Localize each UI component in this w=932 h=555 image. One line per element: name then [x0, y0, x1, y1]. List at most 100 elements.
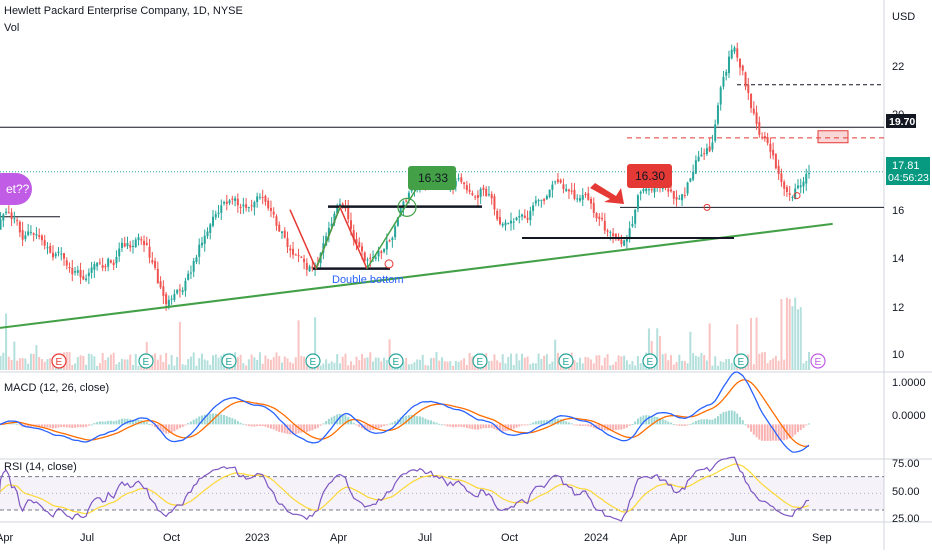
macd-histogram-bar: [98, 421, 101, 425]
volume-bar: [178, 322, 181, 370]
macd-histogram-bar: [361, 424, 364, 429]
candle-body: [554, 181, 557, 183]
candle-body: [733, 47, 736, 52]
candle-body: [670, 189, 673, 192]
volume-bar: [647, 328, 650, 370]
candle-body: [399, 207, 402, 216]
macd-histogram-bar: [247, 424, 250, 426]
volume-bar: [104, 360, 107, 370]
volume-bar: [498, 362, 501, 370]
macd-histogram-bar: [507, 424, 510, 431]
volume-label[interactable]: Vol: [4, 22, 20, 34]
time-axis[interactable]: Apr Jul Oct 2023 Apr Jul Oct 2024 Apr Ju…: [0, 532, 832, 544]
volume-bar: [639, 363, 642, 370]
earnings-marker-label: E: [647, 357, 654, 368]
candle-body: [526, 217, 529, 220]
currency-label[interactable]: USD: [892, 11, 915, 23]
candle-body: [206, 231, 209, 237]
volume-bar: [195, 365, 198, 370]
candle-body: [407, 192, 410, 200]
volume-bar: [681, 360, 684, 370]
macd-histogram-bar: [134, 419, 137, 425]
macd-histogram-bar: [443, 424, 446, 426]
macd-histogram-bar: [601, 424, 604, 430]
volume-bar: [176, 356, 179, 370]
candle-body: [805, 173, 808, 184]
candle-body: [725, 71, 728, 76]
candle-body: [129, 244, 132, 248]
rsi-title[interactable]: RSI (14, close): [4, 461, 77, 473]
macd-histogram-bar: [374, 424, 377, 430]
volume-bar: [664, 353, 667, 370]
volume-bar: [661, 354, 664, 370]
candle-body: [512, 221, 515, 223]
volume-bar: [675, 362, 678, 370]
candle-body: [465, 185, 468, 191]
candle-body: [333, 213, 336, 224]
macd-histogram-bar: [68, 424, 71, 428]
macd-histogram-bar: [253, 424, 256, 427]
macd-histogram-bar: [460, 424, 463, 427]
candle-body: [515, 217, 518, 221]
volume-bar: [454, 360, 457, 370]
annotation-red-label[interactable]: 16.30: [627, 164, 672, 188]
macd-histogram-bar: [327, 418, 330, 425]
volume-bar: [521, 353, 524, 370]
volume-bar: [529, 364, 532, 370]
macd-title[interactable]: MACD (12, 26, close): [4, 382, 109, 394]
candle-body: [510, 220, 513, 224]
volume-bar: [705, 360, 708, 370]
macd-histogram-bar: [452, 424, 455, 428]
macd-histogram-bar: [783, 424, 786, 441]
volume-bar: [165, 353, 168, 370]
volume-bar: [372, 361, 375, 370]
volume-bar: [278, 356, 281, 370]
volume-bar: [537, 353, 540, 370]
candle-body: [300, 256, 303, 258]
candle-body: [405, 200, 408, 202]
candle-body: [601, 218, 604, 220]
candle-body: [573, 189, 576, 199]
candle-body: [394, 226, 397, 238]
macd-histogram-bar: [49, 424, 52, 428]
earnings-marker: [305, 353, 321, 369]
candle-body: [374, 257, 377, 259]
macd-histogram-bar: [206, 414, 209, 425]
macd-histogram-bar: [187, 423, 190, 425]
macd-histogram-bar: [468, 424, 471, 429]
candle-body: [247, 207, 250, 209]
candle-body: [708, 146, 711, 152]
volume-bar: [269, 359, 272, 370]
macd-histogram-bar: [681, 424, 684, 426]
volume-bar: [620, 356, 623, 370]
chart-title[interactable]: Hewlett Packard Enterprise Company, 1D, …: [4, 5, 243, 17]
macd-histogram-bar: [736, 413, 739, 425]
volume-bar: [140, 365, 143, 370]
candle-body: [750, 93, 753, 109]
current-price-countdown: 04:56:23: [888, 172, 929, 184]
candle-body: [145, 242, 148, 245]
macd-histogram-bar: [63, 424, 66, 428]
macd-histogram-bar: [752, 424, 755, 435]
candle-body: [548, 189, 551, 198]
volume-bar: [319, 365, 322, 370]
double-bottom-annotation[interactable]: Double bottom: [332, 274, 404, 286]
macd-histogram-bar: [112, 421, 115, 425]
volume-bar: [449, 361, 452, 370]
volume-bar: [636, 356, 639, 370]
annotation-green-label[interactable]: 16.33: [408, 166, 456, 190]
candle-body: [272, 211, 275, 215]
candle-body: [567, 189, 570, 192]
volume-bar: [692, 353, 695, 370]
breakout-arrow: [366, 185, 419, 270]
volume-bar: [730, 363, 733, 370]
time-tick: Apr: [670, 532, 687, 544]
comment-bubble[interactable]: et??: [0, 173, 32, 205]
volume-bar: [200, 353, 203, 370]
candle-body: [327, 227, 330, 236]
volume-bar: [344, 353, 347, 370]
candle-body: [267, 200, 270, 209]
macd-histogram-bar: [264, 424, 267, 427]
